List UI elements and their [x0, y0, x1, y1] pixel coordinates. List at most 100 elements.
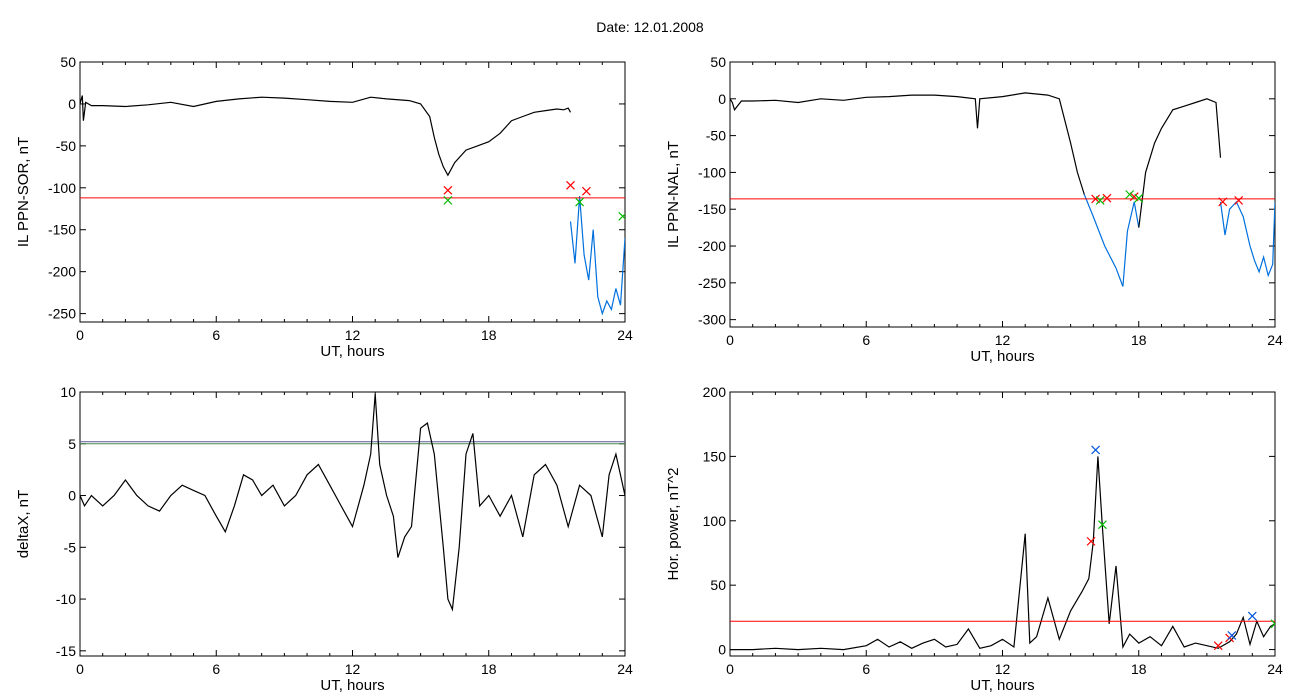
y-tick-label: 50: [60, 54, 76, 70]
y-tick-label: -150: [698, 201, 726, 217]
x-tick-label: 24: [1267, 332, 1283, 348]
x-tick-label: 6: [212, 327, 220, 343]
chart-panel-p2: 0 6 12 18 24 50 0 -50 -100 -150 -200 -250 -300 UT, ho…: [665, 54, 1283, 365]
data-marker: [581, 186, 591, 196]
x-tick-label: 0: [76, 661, 84, 677]
y-tick-label: -5: [64, 539, 77, 555]
data-marker: [1213, 641, 1223, 651]
marker-stroke: [1134, 193, 1144, 203]
marker-stroke: [1270, 622, 1275, 629]
y-tick-label: -200: [48, 264, 76, 280]
series-line: [80, 95, 572, 177]
plot-frame: [729, 391, 1276, 657]
x-tick-label: 18: [1131, 332, 1147, 348]
x-tick-label: 24: [617, 327, 633, 343]
data-marker: [575, 197, 585, 207]
y-tick-label: 0: [68, 96, 76, 112]
plot-frame: [79, 61, 626, 323]
marker-stroke: [1218, 197, 1228, 207]
y-tick-label: 50: [710, 54, 726, 70]
marker-stroke: [575, 197, 585, 207]
data-marker: [1086, 536, 1096, 546]
marker-stroke: [1270, 619, 1275, 625]
marker-stroke: [1213, 641, 1223, 651]
x-tick-label: 6: [862, 332, 870, 348]
series-line: [1219, 200, 1275, 278]
x-tick-label: 0: [726, 661, 734, 677]
y-axis-label: IL PPN-SOR, nT: [15, 137, 32, 247]
x-tick-label: 12: [345, 661, 361, 677]
y-tick-label: 5: [68, 436, 76, 452]
y-axis-label: deltaX, nT: [15, 490, 32, 558]
y-tick-label: -15: [56, 643, 76, 659]
series-line: [80, 394, 625, 612]
data-marker: [1227, 630, 1237, 640]
y-tick-label: -250: [48, 306, 76, 322]
x-axis-label: UT, hours: [320, 677, 384, 694]
plot-area: [80, 394, 625, 612]
marker-stroke: [1086, 536, 1096, 546]
x-axis-label: UT, hours: [970, 677, 1034, 694]
marker-stroke: [618, 213, 625, 221]
y-tick-label: -100: [48, 180, 76, 196]
y-tick-label: 0: [718, 91, 726, 107]
marker-stroke: [1129, 192, 1139, 202]
data-marker: [1247, 611, 1257, 621]
x-axis-label: UT, hours: [970, 348, 1034, 365]
y-tick-label: 50: [710, 577, 726, 593]
marker-stroke: [1102, 193, 1112, 203]
chart-panel-p3: 0 6 12 18 24 10 5 0 -5 -10 -15 UT, hours deltaX, nT: [15, 384, 633, 694]
marker-stroke: [443, 195, 453, 205]
y-tick-label: 150: [703, 448, 727, 464]
plot-area: [80, 95, 625, 316]
marker-stroke: [1247, 611, 1257, 621]
chart-panel-p1: 0 6 12 18 24 50 0 -50 -100 -150 -200 -250 UT, hours I…: [15, 54, 633, 360]
y-tick-label: -300: [698, 312, 726, 328]
x-tick-label: 6: [212, 661, 220, 677]
marker-stroke: [1227, 630, 1237, 640]
data-marker: [618, 211, 625, 221]
x-tick-label: 6: [862, 661, 870, 677]
series-line: [730, 456, 1275, 651]
plot-area: [730, 445, 1275, 651]
y-tick-label: -50: [706, 128, 726, 144]
marker-stroke: [1095, 195, 1105, 205]
x-tick-label: 24: [1267, 661, 1283, 677]
data-marker: [1091, 445, 1101, 455]
x-tick-label: 18: [1131, 661, 1147, 677]
x-tick-label: 24: [617, 661, 633, 677]
series-line: [730, 92, 1085, 195]
data-marker: [443, 195, 453, 205]
data-marker: [1234, 195, 1244, 205]
series-line: [1083, 194, 1140, 287]
y-tick-label: -150: [48, 222, 76, 238]
plot-frame: [79, 391, 626, 657]
chart-panel-p4: 0 6 12 18 24 200 150 100 50 0 UT, hours Hor. power,…: [665, 384, 1283, 694]
data-marker: [1270, 619, 1275, 629]
data-marker: [1134, 193, 1144, 203]
series-line: [569, 196, 625, 316]
y-tick-label: -10: [56, 591, 76, 607]
data-marker: [1102, 193, 1112, 203]
y-tick-label: 100: [703, 513, 727, 529]
plot-area: [730, 92, 1275, 287]
data-marker: [566, 180, 575, 190]
marker-stroke: [1125, 190, 1135, 199]
marker-stroke: [1091, 445, 1101, 455]
x-tick-label: 18: [481, 661, 497, 677]
x-axis-label: UT, hours: [320, 343, 384, 360]
y-tick-label: -50: [56, 138, 76, 154]
x-tick-label: 12: [995, 661, 1011, 677]
data-marker: [1218, 197, 1228, 207]
y-tick-label: 10: [60, 384, 76, 400]
y-axis-label: Hor. power, nT^2: [665, 468, 682, 581]
marker-stroke: [581, 186, 591, 196]
marker-stroke: [566, 180, 575, 190]
page-title: Date: 12.01.2008: [596, 19, 704, 35]
x-tick-label: 12: [345, 327, 361, 343]
marker-stroke: [443, 185, 453, 195]
marker-stroke: [1091, 194, 1101, 204]
data-marker: [1125, 190, 1135, 199]
series-line: [1138, 98, 1222, 228]
